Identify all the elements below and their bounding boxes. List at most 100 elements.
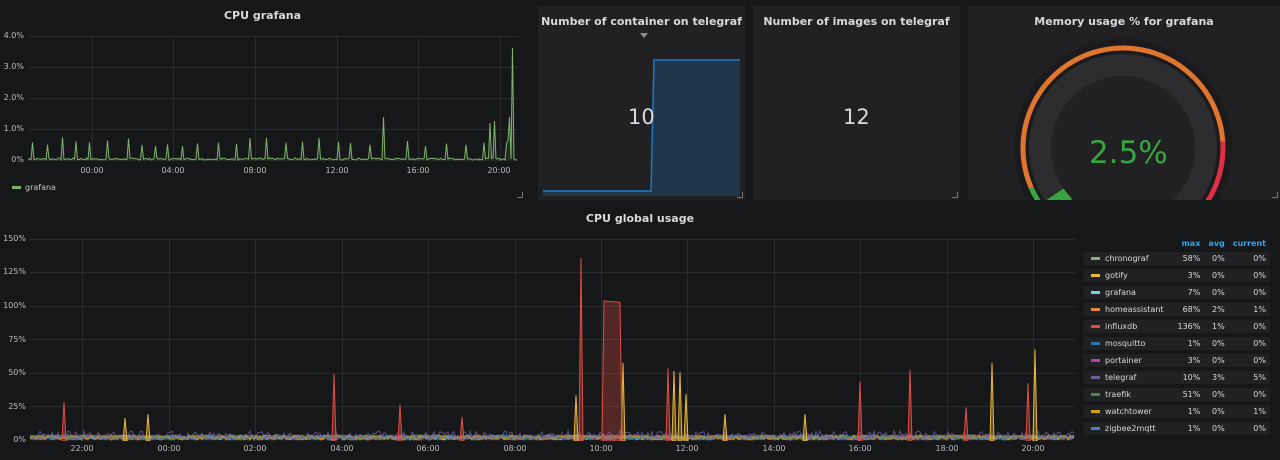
cpu-grafana-panel: CPU grafana 4.0% 3.0% 2.0% 1.0% 0% 00:00… (0, 0, 525, 200)
x-tick: 16:00 (406, 166, 430, 175)
resize-handle[interactable] (1272, 192, 1278, 198)
legend-row-watchtower[interactable]: watchtower 1% 0% 1% (1083, 405, 1270, 418)
y-tick: 25% (8, 402, 26, 411)
containers-sparkline (543, 59, 740, 196)
legend-swatch (1091, 308, 1100, 311)
cpu-grafana-legend[interactable]: grafana (12, 183, 56, 192)
legend-label: influxdb (1105, 322, 1138, 331)
cpu-grafana-title[interactable]: CPU grafana (223, 9, 302, 22)
x-tick: 04:00 (161, 166, 185, 175)
legend-row-zigbee2mqtt[interactable]: zigbee2mqtt 1% 0% 0% (1083, 422, 1270, 435)
series-noise-telegraf (30, 429, 1075, 441)
usage-spike (573, 395, 579, 441)
y-tick: 0% (13, 435, 26, 444)
resize-handle[interactable] (952, 192, 958, 198)
legend-label: grafana (1105, 288, 1136, 297)
y-tick: 0% (11, 155, 24, 164)
legend-max-value: 51% (1173, 388, 1205, 401)
grafana-series-line (28, 47, 518, 161)
legend-series-name: portainer (1083, 354, 1174, 367)
legend-series-name: telegraf (1083, 371, 1174, 384)
series-noise-zigbee2mqtt (30, 433, 1075, 441)
resize-handle[interactable] (737, 192, 743, 198)
legend-swatch (1091, 291, 1100, 294)
y-tick: 4.0% (3, 31, 24, 40)
legend-max-header[interactable]: max (1181, 239, 1201, 248)
legend-avg-header[interactable]: avg (1208, 239, 1225, 248)
legend-avg-value: 0% (1204, 337, 1229, 350)
legend-current-header[interactable]: current (1232, 239, 1266, 248)
x-tick: 08:00 (503, 444, 527, 453)
usage-spike (145, 414, 151, 441)
legend-series-name: mosquitto (1083, 337, 1174, 350)
influxdb-plateau (601, 300, 623, 441)
legend-max-value: 3% (1173, 269, 1205, 282)
usage-spike (857, 381, 863, 441)
y-tick: 100% (3, 301, 26, 310)
legend-label: portainer (1105, 356, 1142, 365)
usage-spike (802, 414, 808, 441)
legend-row-grafana[interactable]: grafana 7% 0% 0% (1083, 286, 1270, 299)
usage-spike (907, 369, 913, 441)
y-tick: 125% (3, 267, 26, 276)
legend-max-value: 136% (1173, 320, 1205, 333)
legend-avg-value: 2% (1204, 303, 1229, 316)
legend-series-name: watchtower (1083, 405, 1174, 418)
legend-row-chronograf[interactable]: chronograf 58% 0% 0% (1083, 252, 1270, 265)
legend-avg-value: 0% (1204, 269, 1229, 282)
legend-row-telegraf[interactable]: telegraf 10% 3% 5% (1083, 371, 1270, 384)
x-tick: 16:00 (848, 444, 872, 453)
legend-max-value: 58% (1173, 252, 1205, 265)
legend-swatch (1091, 376, 1100, 379)
y-tick: 1.0% (3, 124, 24, 133)
cpu-global-title[interactable]: CPU global usage (585, 212, 695, 225)
legend-row-traefik[interactable]: traefik 51% 0% 0% (1083, 388, 1270, 401)
legend-max-value: 1% (1173, 405, 1205, 418)
usage-spike (683, 393, 689, 441)
legend-label: watchtower (1105, 407, 1152, 416)
legend-avg-value: 1% (1204, 320, 1229, 333)
cpu-global-graph[interactable] (30, 239, 1075, 441)
legend-series-name: homeassistant (1083, 303, 1174, 316)
legend-row-portainer[interactable]: portainer 3% 0% 0% (1083, 354, 1270, 367)
legend-current-value: 0% (1228, 388, 1270, 401)
containers-value: 10 (628, 105, 655, 129)
legend-series-name: gotify (1083, 269, 1174, 282)
legend-label: mosquitto (1105, 339, 1146, 348)
legend-label: grafana (25, 183, 56, 192)
memory-title[interactable]: Memory usage % for grafana (1034, 15, 1214, 28)
containers-title-text: Number of container on telegraf (541, 15, 742, 28)
legend-row-homeassistant[interactable]: homeassistant 68% 2% 1% (1083, 303, 1270, 316)
images-value: 12 (843, 105, 870, 129)
legend-label: zigbee2mqtt (1105, 424, 1156, 433)
cpu-global-panel: CPU global usage (0, 204, 1280, 460)
legend-avg-value: 0% (1204, 286, 1229, 299)
legend-swatch (1091, 393, 1100, 396)
images-panel: Number of images on telegraf 12 (753, 6, 960, 200)
legend-series-name: grafana (1083, 286, 1174, 299)
legend-max-value: 7% (1173, 286, 1205, 299)
images-title[interactable]: Number of images on telegraf (763, 15, 950, 28)
usage-spike (61, 401, 67, 441)
usage-spike (331, 373, 337, 441)
x-tick: 12:00 (325, 166, 349, 175)
x-tick: 00:00 (80, 166, 104, 175)
memory-panel: Memory usage % for grafana 2.5% (968, 6, 1280, 200)
x-tick: 04:00 (330, 444, 354, 453)
cpu-grafana-graph[interactable] (28, 36, 518, 161)
legend-current-value: 0% (1228, 252, 1270, 265)
legend-row-gotify[interactable]: gotify 3% 0% 0% (1083, 269, 1270, 282)
usage-spike (722, 414, 728, 441)
y-tick: 3.0% (3, 62, 24, 71)
x-tick: 22:00 (70, 444, 94, 453)
resize-handle[interactable] (517, 192, 523, 198)
legend-row-influxdb[interactable]: influxdb 136% 1% 0% (1083, 320, 1270, 333)
legend-current-value: 0% (1228, 337, 1270, 350)
legend-avg-value: 3% (1204, 371, 1229, 384)
x-tick: 08:00 (243, 166, 267, 175)
chevron-down-icon[interactable] (640, 32, 648, 38)
legend-max-value: 68% (1173, 303, 1205, 316)
containers-title[interactable]: Number of container on telegraf (538, 15, 745, 41)
legend-row-mosquitto[interactable]: mosquitto 1% 0% 0% (1083, 337, 1270, 350)
y-tick: 75% (8, 335, 26, 344)
